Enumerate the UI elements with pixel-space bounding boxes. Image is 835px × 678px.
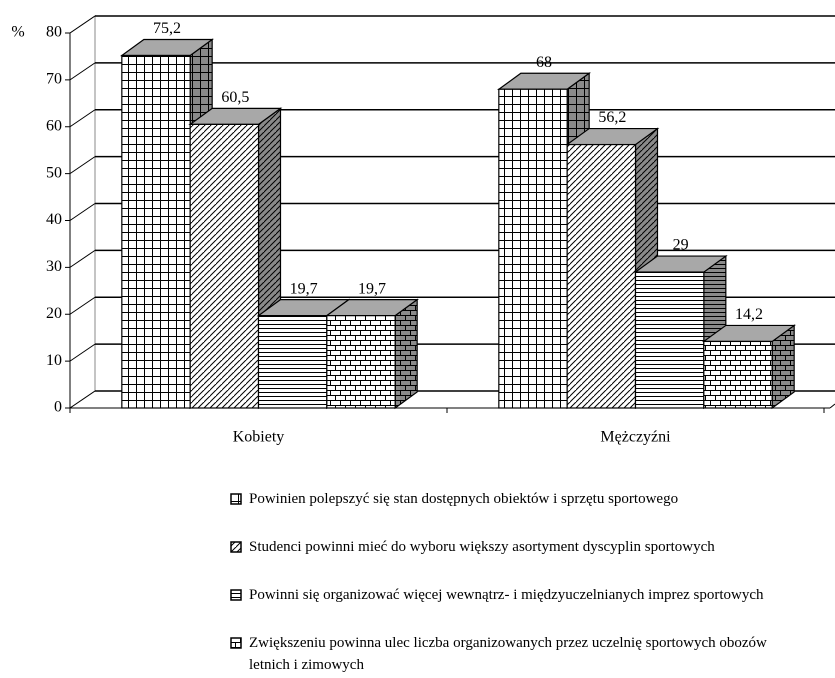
- value-label: 19,7: [290, 280, 318, 297]
- legend-label: Zwiększeniu powinna ulec liczba organizo…: [249, 635, 767, 673]
- legend-label: Powinni się organizować więcej wewnątrz-…: [249, 587, 764, 603]
- legend-swatch: [230, 637, 242, 649]
- value-label: 29: [673, 237, 689, 254]
- legend: Powinien polepszyć się stan dostępnych o…: [230, 488, 790, 678]
- y-axis-label: %: [11, 24, 24, 41]
- grid-line: [69, 343, 96, 362]
- value-label: 14,2: [735, 306, 763, 323]
- grid-line: [69, 296, 96, 315]
- legend-swatch: [230, 541, 242, 553]
- grid-line: [69, 249, 96, 268]
- y-tick-label: 0: [54, 399, 62, 416]
- y-tick-label: 30: [46, 258, 62, 275]
- bar-side: [394, 298, 418, 410]
- value-label: 19,7: [358, 280, 386, 297]
- value-label: 75,2: [153, 20, 181, 37]
- legend-item: Powinien polepszyć się stan dostępnych o…: [230, 488, 790, 510]
- bar: [326, 315, 396, 409]
- x-tick-label: Kobiety: [233, 429, 285, 446]
- legend-label: Powinien polepszyć się stan dostępnych o…: [249, 491, 679, 507]
- legend-swatch: [230, 589, 242, 601]
- legend-item: Studenci powinni mieć do wyboru większy …: [230, 536, 790, 558]
- value-label: 68: [536, 54, 552, 71]
- bar: [703, 340, 773, 409]
- y-tick-label: 20: [46, 305, 62, 322]
- y-tick-label: 80: [46, 24, 62, 41]
- y-tick-label: 50: [46, 164, 62, 181]
- floor-edge: [829, 403, 835, 409]
- x-tick-label: Mężczyźni: [600, 429, 671, 446]
- legend-swatch-box: [230, 541, 242, 553]
- bar: [121, 54, 191, 409]
- grid-line: [69, 390, 96, 409]
- bar: [634, 271, 705, 409]
- legend-item: Zwiększeniu powinna ulec liczba organizo…: [230, 632, 790, 676]
- y-tick-label: 70: [46, 71, 62, 88]
- legend-swatch-box: [230, 589, 242, 601]
- legend-swatch-box: [230, 637, 242, 649]
- grid-line: [69, 109, 96, 128]
- bar: [257, 315, 328, 409]
- legend-item: Powinni się organizować więcej wewnątrz-…: [230, 584, 790, 606]
- bar: [566, 143, 637, 409]
- legend-swatch-box: [230, 493, 242, 505]
- legend-label: Studenci powinni mieć do wyboru większy …: [249, 539, 715, 555]
- value-label: 56,2: [598, 109, 626, 126]
- grid-line: [69, 15, 96, 34]
- y-tick-label: 10: [46, 352, 62, 369]
- y-tick-label: 40: [46, 211, 62, 228]
- bar: [498, 88, 568, 409]
- y-tick-label: 60: [46, 117, 62, 134]
- grid-line: [69, 203, 96, 221]
- value-label: 60,5: [221, 89, 249, 106]
- chart: % 0 10 20 30 40 50 60 70 80 Kobiety Mężczyźni 75,2 6…: [11, 15, 835, 446]
- grid-line: [69, 62, 96, 81]
- grid-line: [69, 156, 96, 175]
- bar: [189, 123, 260, 409]
- legend-swatch: [230, 493, 242, 505]
